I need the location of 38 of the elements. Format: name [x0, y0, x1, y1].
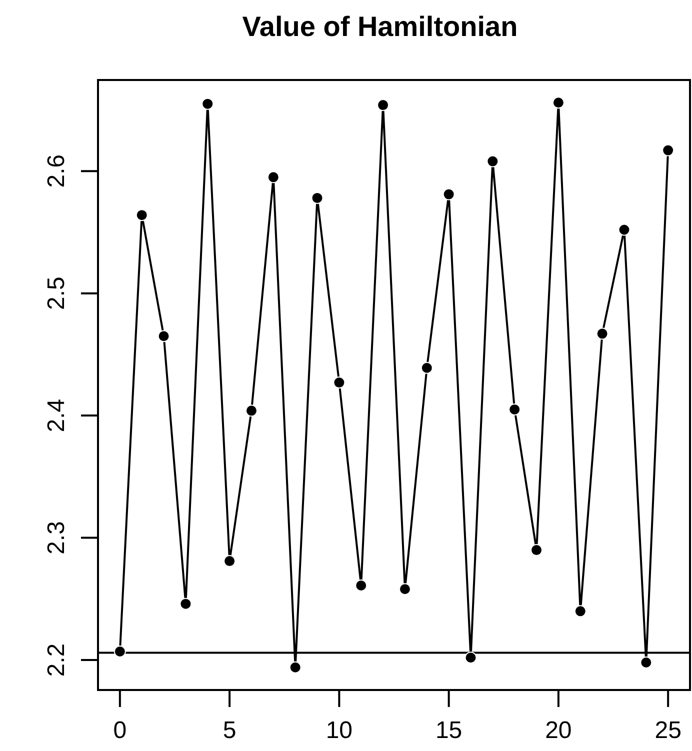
point	[158, 330, 170, 342]
point	[618, 224, 630, 236]
point	[355, 579, 368, 592]
point	[596, 328, 608, 340]
point	[245, 404, 258, 417]
point	[552, 96, 564, 109]
x-tick-label: 20	[545, 717, 572, 744]
x-tick-label: 0	[113, 717, 127, 744]
y-tick-label: 2.6	[43, 154, 70, 188]
point	[377, 99, 390, 112]
point	[464, 652, 477, 664]
chart-title: Value of Hamiltonian	[242, 11, 518, 42]
y-tick-label: 2.4	[43, 398, 70, 432]
point	[530, 544, 543, 556]
point	[640, 656, 652, 668]
y-tick-label: 2.3	[43, 521, 70, 554]
point	[574, 605, 586, 618]
x-tick-label: 25	[654, 717, 682, 744]
x-tick-label: 10	[326, 717, 353, 744]
point	[267, 171, 280, 184]
x-tick-label: 5	[222, 717, 236, 744]
point	[442, 188, 455, 200]
point	[420, 362, 433, 374]
point	[289, 661, 302, 674]
point	[311, 192, 324, 204]
point	[508, 403, 521, 416]
point	[333, 376, 346, 389]
point	[398, 583, 411, 596]
point	[486, 155, 499, 168]
point	[136, 209, 148, 222]
x-tick-label: 15	[435, 717, 462, 744]
point	[224, 555, 236, 568]
point	[202, 98, 214, 110]
point	[662, 144, 674, 156]
point	[180, 598, 192, 610]
point	[114, 645, 126, 658]
y-tick-label: 2.2	[43, 643, 70, 677]
y-tick-label: 2.5	[43, 276, 70, 310]
